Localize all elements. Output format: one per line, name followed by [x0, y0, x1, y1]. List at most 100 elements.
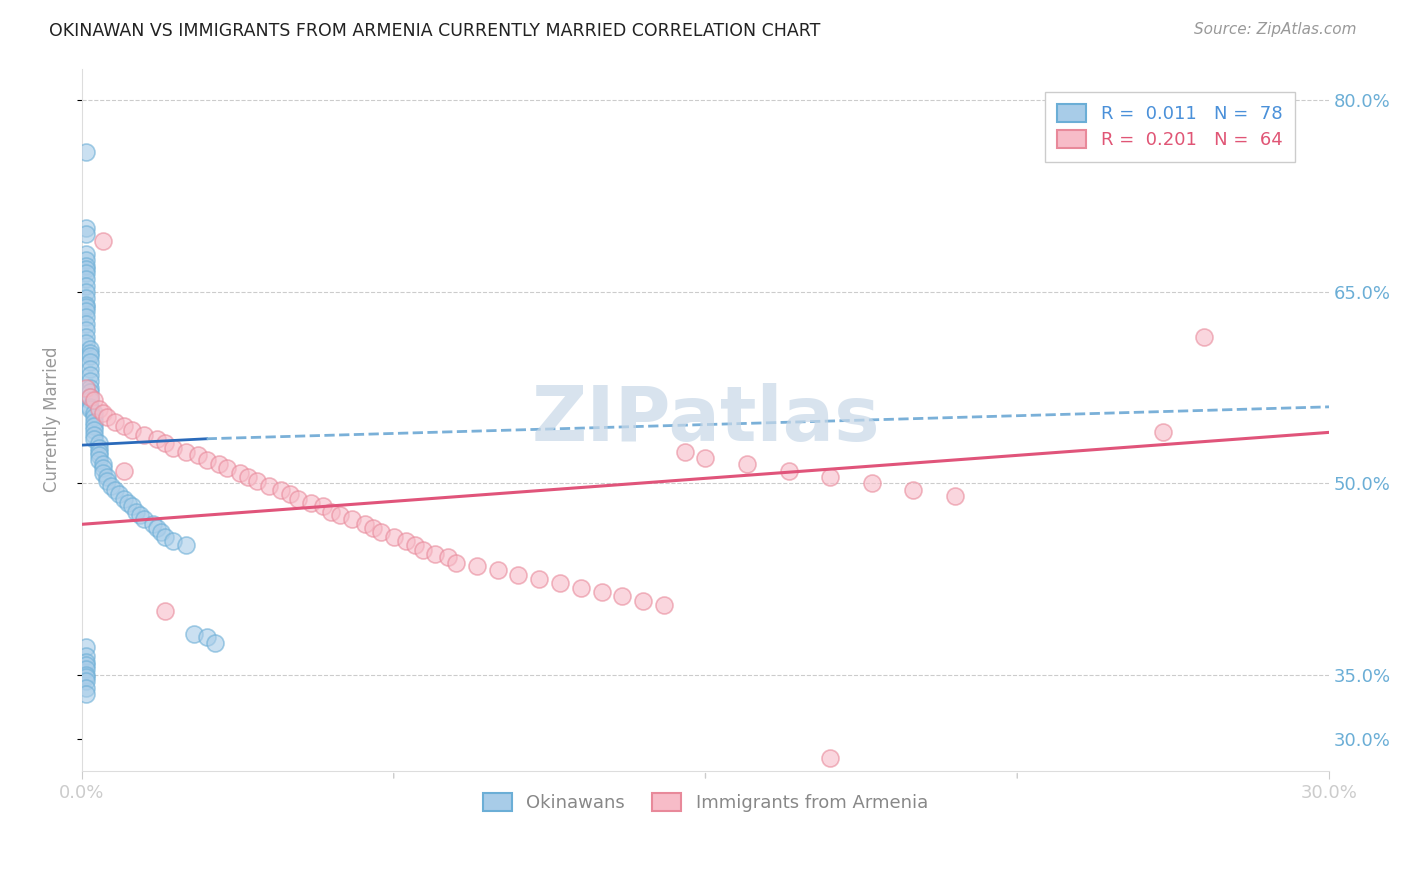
Point	[83, 415, 105, 429]
Point	[340, 512, 363, 526]
Point	[134, 428, 156, 442]
Point	[75, 291, 97, 305]
Point	[1194, 329, 1216, 343]
Point	[153, 530, 176, 544]
Point	[735, 458, 758, 472]
Point	[370, 524, 392, 539]
Point	[96, 474, 118, 488]
Point	[183, 627, 205, 641]
Point	[465, 559, 488, 574]
Point	[75, 300, 97, 314]
Point	[121, 423, 143, 437]
Point	[83, 406, 105, 420]
Point	[129, 508, 152, 523]
Point	[278, 486, 301, 500]
Point	[75, 278, 97, 293]
Point	[121, 500, 143, 514]
Point	[75, 227, 97, 242]
Point	[312, 500, 335, 514]
Point	[162, 441, 184, 455]
Point	[652, 598, 675, 612]
Point	[591, 585, 613, 599]
Point	[195, 453, 218, 467]
Point	[79, 343, 101, 357]
Point	[229, 467, 252, 481]
Point	[270, 483, 292, 497]
Point	[548, 576, 571, 591]
Point	[75, 221, 97, 235]
Point	[174, 538, 197, 552]
Point	[257, 479, 280, 493]
Point	[75, 674, 97, 689]
Point	[287, 491, 309, 506]
Point	[83, 428, 105, 442]
Point	[112, 491, 135, 506]
Point	[238, 470, 260, 484]
Point	[695, 450, 717, 465]
Point	[104, 415, 127, 429]
Point	[75, 253, 97, 268]
Point	[79, 390, 101, 404]
Text: Source: ZipAtlas.com: Source: ZipAtlas.com	[1194, 22, 1357, 37]
Point	[75, 304, 97, 318]
Point	[83, 419, 105, 434]
Point	[245, 474, 267, 488]
Point	[208, 458, 231, 472]
Point	[444, 556, 467, 570]
Point	[75, 266, 97, 280]
Point	[79, 400, 101, 414]
Point	[79, 402, 101, 417]
Point	[75, 687, 97, 701]
Point	[91, 406, 114, 420]
Point	[91, 458, 114, 472]
Point	[75, 381, 97, 395]
Point	[79, 374, 101, 388]
Point	[818, 470, 841, 484]
Point	[75, 668, 97, 682]
Point	[174, 444, 197, 458]
Legend: Okinawans, Immigrants from Armenia: Okinawans, Immigrants from Armenia	[471, 780, 941, 825]
Point	[529, 572, 551, 586]
Point	[436, 550, 458, 565]
Point	[395, 533, 418, 548]
Point	[142, 517, 165, 532]
Point	[87, 444, 110, 458]
Point	[299, 495, 322, 509]
Point	[75, 262, 97, 277]
Point	[612, 589, 634, 603]
Point	[75, 657, 97, 672]
Point	[79, 355, 101, 369]
Point	[75, 272, 97, 286]
Point	[943, 489, 966, 503]
Point	[75, 323, 97, 337]
Point	[321, 504, 343, 518]
Point	[83, 423, 105, 437]
Point	[96, 410, 118, 425]
Point	[134, 512, 156, 526]
Point	[79, 349, 101, 363]
Point	[631, 594, 654, 608]
Point	[79, 384, 101, 399]
Point	[486, 563, 509, 577]
Point	[75, 246, 97, 260]
Point	[146, 432, 169, 446]
Point	[75, 145, 97, 159]
Point	[149, 524, 172, 539]
Point	[83, 432, 105, 446]
Point	[412, 542, 434, 557]
Point	[353, 517, 375, 532]
Point	[903, 483, 925, 497]
Point	[108, 486, 131, 500]
Point	[425, 547, 447, 561]
Text: OKINAWAN VS IMMIGRANTS FROM ARMENIA CURRENTLY MARRIED CORRELATION CHART: OKINAWAN VS IMMIGRANTS FROM ARMENIA CURR…	[49, 22, 821, 40]
Point	[79, 393, 101, 408]
Point	[96, 470, 118, 484]
Point	[153, 435, 176, 450]
Point	[75, 648, 97, 663]
Point	[75, 671, 97, 685]
Point	[87, 435, 110, 450]
Point	[75, 285, 97, 299]
Point	[79, 368, 101, 382]
Point	[195, 630, 218, 644]
Point	[75, 260, 97, 274]
